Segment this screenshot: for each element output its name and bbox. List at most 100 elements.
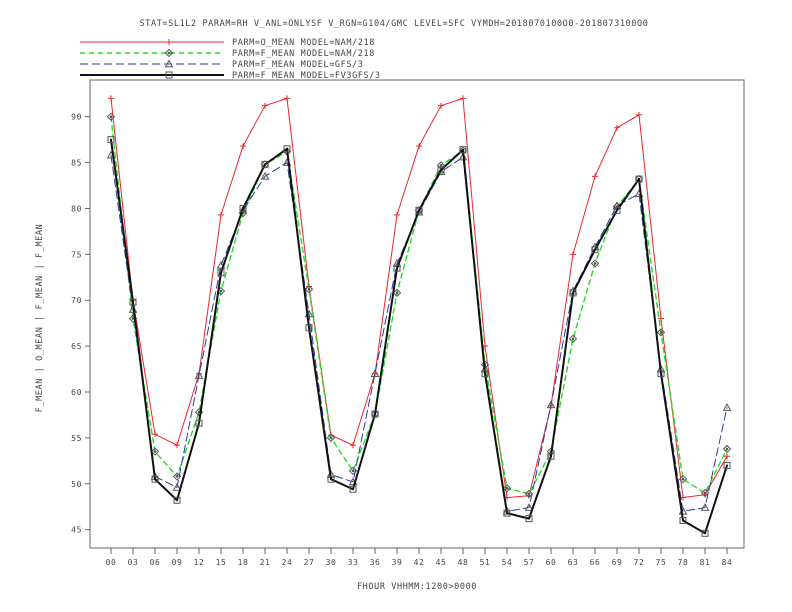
series-2-point-57 bbox=[524, 489, 534, 499]
x-tick-label-21: 21 bbox=[260, 558, 271, 567]
series-4-point-57 bbox=[525, 515, 533, 523]
series-1-point-84 bbox=[724, 453, 730, 460]
series-3-point-21 bbox=[260, 171, 270, 180]
plot-frame bbox=[89, 79, 745, 549]
series-3-point-36 bbox=[370, 369, 380, 377]
legend-item-1: PARM=O_MEAN MODEL=NAM/218 bbox=[80, 38, 374, 48]
x-tick-label-60: 60 bbox=[546, 558, 557, 567]
x-tick-label-72: 72 bbox=[634, 558, 645, 567]
series-4-point-63 bbox=[569, 289, 577, 297]
legend-item-3: PARM=F_MEAN MODEL=GFS/3 bbox=[80, 59, 364, 70]
series-2-point-81 bbox=[700, 488, 710, 498]
series-4-point-21 bbox=[261, 160, 269, 168]
series-4-point-69 bbox=[613, 206, 621, 214]
series-2 bbox=[106, 112, 732, 499]
legend-label-2: PARM=F_MEAN MODEL=NAM/218 bbox=[232, 49, 375, 59]
series-3-point-81 bbox=[700, 503, 710, 511]
legend-marker-4 bbox=[165, 71, 173, 79]
series-line-3 bbox=[110, 154, 728, 512]
series-1-point-09 bbox=[174, 442, 180, 449]
x-tick-label-18: 18 bbox=[238, 558, 249, 567]
legend-marker-3 bbox=[164, 59, 174, 68]
x-tick-label-03: 03 bbox=[128, 558, 139, 567]
legend-label-3: PARM=F_MEAN MODEL=GFS/3 bbox=[232, 60, 364, 70]
series-4-point-78 bbox=[679, 516, 687, 524]
y-tick-label-55: 55 bbox=[71, 434, 82, 443]
series-2-point-27 bbox=[304, 285, 314, 294]
x-tick-label-00: 00 bbox=[106, 558, 117, 567]
series-1-point-24 bbox=[284, 95, 290, 102]
x-tick-label-39: 39 bbox=[392, 558, 403, 567]
x-tick-label-75: 75 bbox=[656, 558, 667, 567]
x-tick-label-84: 84 bbox=[722, 558, 733, 567]
series-4-point-30 bbox=[327, 475, 335, 483]
series-1-point-63 bbox=[570, 251, 576, 258]
series-4-point-03 bbox=[129, 298, 137, 306]
series-4-point-45 bbox=[437, 166, 445, 174]
series-1-point-06 bbox=[152, 431, 158, 438]
x-tick-label-54: 54 bbox=[502, 558, 513, 567]
x-tick-label-27: 27 bbox=[304, 558, 315, 567]
series-3-point-12 bbox=[194, 370, 204, 379]
series-3-point-42 bbox=[414, 207, 424, 216]
series-4-point-15 bbox=[217, 269, 225, 277]
series-4-point-39 bbox=[393, 264, 401, 272]
legend-item-2: PARM=F_MEAN MODEL=NAM/218 bbox=[80, 48, 375, 59]
x-tick-label-51: 51 bbox=[480, 558, 491, 567]
legend-marker-2 bbox=[164, 48, 174, 58]
x-tick-label-36: 36 bbox=[370, 558, 381, 567]
series-4-point-48 bbox=[459, 146, 467, 154]
series-1-point-69 bbox=[614, 124, 620, 131]
series-4-point-75 bbox=[657, 370, 665, 378]
series-2-point-00 bbox=[106, 112, 116, 121]
series-4-point-12 bbox=[195, 419, 203, 427]
series-4-point-51 bbox=[481, 370, 489, 378]
series-1-point-39 bbox=[394, 211, 400, 218]
series-2-point-54 bbox=[502, 484, 512, 493]
series-4-point-06 bbox=[151, 475, 159, 483]
series-3-point-09 bbox=[172, 482, 182, 491]
series-1-point-21 bbox=[262, 102, 268, 109]
series-2-point-30 bbox=[326, 433, 336, 443]
x-tick-label-57: 57 bbox=[524, 558, 535, 567]
x-tick-label-45: 45 bbox=[436, 558, 447, 567]
series-3-point-84 bbox=[722, 403, 732, 411]
series-2-point-75 bbox=[656, 328, 666, 337]
x-tick-label-09: 09 bbox=[172, 558, 183, 567]
series-2-point-78 bbox=[678, 474, 688, 484]
x-tick-label-15: 15 bbox=[216, 558, 227, 567]
x-tick-label-42: 42 bbox=[414, 558, 425, 567]
y-tick-label-65: 65 bbox=[71, 342, 82, 351]
series-4-point-60 bbox=[547, 452, 555, 460]
x-tick-label-12: 12 bbox=[194, 558, 205, 567]
legend-marker-1 bbox=[166, 39, 172, 45]
legend-item-4: PARM=F_MEAN MODEL=FV3GFS/3 bbox=[80, 71, 381, 81]
y-tick-label-90: 90 bbox=[71, 113, 82, 122]
series-4-point-84 bbox=[723, 461, 731, 469]
legend-label-4: PARM=F_MEAN MODEL=FV3GFS/3 bbox=[232, 71, 381, 81]
y-tick-label-85: 85 bbox=[71, 159, 82, 168]
series-1-point-45 bbox=[438, 102, 444, 109]
series-4 bbox=[107, 136, 731, 537]
series-4-point-09 bbox=[173, 496, 181, 504]
x-tick-label-24: 24 bbox=[282, 558, 293, 567]
series-1-point-66 bbox=[592, 173, 598, 180]
series-4-point-00 bbox=[107, 136, 115, 144]
series-1-point-00 bbox=[108, 95, 114, 102]
series-1-point-75 bbox=[658, 315, 664, 322]
series-4-point-27 bbox=[305, 324, 313, 332]
series-1-point-72 bbox=[636, 111, 642, 118]
series-2-point-39 bbox=[392, 288, 402, 298]
series-1-point-15 bbox=[218, 211, 224, 218]
y-tick-label-50: 50 bbox=[71, 480, 82, 489]
x-tick-label-81: 81 bbox=[700, 558, 711, 567]
x-tick-label-48: 48 bbox=[458, 558, 469, 567]
x-tick-label-69: 69 bbox=[612, 558, 623, 567]
series-3-point-60 bbox=[546, 400, 556, 409]
y-tick-label-75: 75 bbox=[71, 250, 82, 259]
series-3-point-69 bbox=[612, 201, 622, 210]
series-1-point-18 bbox=[240, 143, 246, 150]
y-tick-label-60: 60 bbox=[71, 388, 82, 397]
series-2-point-66 bbox=[590, 259, 600, 268]
